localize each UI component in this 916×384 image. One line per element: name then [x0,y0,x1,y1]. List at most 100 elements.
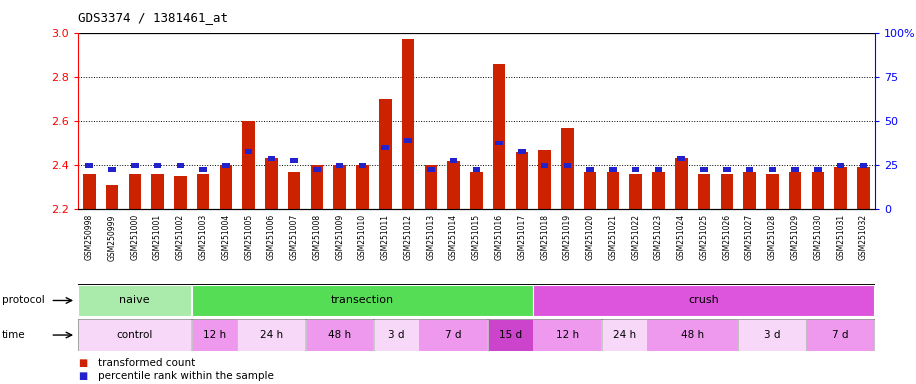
Bar [290,158,298,163]
FancyBboxPatch shape [420,319,487,351]
Text: protocol: protocol [2,295,45,306]
Bar [834,167,847,209]
Bar [131,163,138,167]
Bar [381,145,389,150]
Bar [379,99,391,209]
Bar [197,174,210,209]
FancyBboxPatch shape [306,319,374,351]
Bar [427,167,434,172]
FancyBboxPatch shape [374,319,419,351]
Text: GDS3374 / 1381461_at: GDS3374 / 1381461_at [78,12,228,25]
Text: transection: transection [331,295,394,306]
FancyBboxPatch shape [487,319,533,351]
Bar [473,167,480,172]
Bar [493,64,506,209]
Bar [562,127,573,209]
Bar [313,167,321,172]
Bar [265,159,278,209]
FancyBboxPatch shape [647,319,737,351]
Bar [424,165,437,209]
Text: 12 h: 12 h [203,330,226,340]
Bar [404,138,412,143]
FancyBboxPatch shape [533,319,601,351]
Text: time: time [2,330,26,340]
FancyBboxPatch shape [602,319,647,351]
Bar [675,159,688,209]
Text: transformed count: transformed count [98,358,195,368]
Text: 3 d: 3 d [388,330,405,340]
Bar [652,172,665,209]
Text: 15 d: 15 d [499,330,522,340]
Bar [151,174,164,209]
Bar [632,167,639,172]
Text: 7 d: 7 d [445,330,462,340]
Bar [200,167,207,172]
Bar [609,167,616,172]
FancyBboxPatch shape [78,284,875,317]
Bar [359,163,366,167]
Bar [518,149,526,154]
Bar [470,172,483,209]
Bar [450,158,457,163]
FancyBboxPatch shape [78,285,191,316]
FancyBboxPatch shape [191,319,237,351]
Bar [698,174,710,209]
FancyBboxPatch shape [806,319,875,351]
Bar [678,156,685,161]
Bar [814,167,822,172]
Bar [857,167,869,209]
Bar [267,156,275,161]
Bar [356,165,369,209]
Bar [311,165,323,209]
Bar [723,167,731,172]
Bar [516,152,529,209]
Text: percentile rank within the sample: percentile rank within the sample [98,371,274,381]
Bar [583,172,596,209]
Bar [447,161,460,209]
Text: crush: crush [689,295,719,306]
Bar [85,163,93,167]
Text: 48 h: 48 h [328,330,351,340]
Bar [563,163,572,167]
Bar [220,165,232,209]
Bar [105,185,118,209]
Bar [586,167,594,172]
Text: control: control [116,330,153,340]
Bar [629,174,642,209]
Text: 48 h: 48 h [682,330,704,340]
Bar [177,163,184,167]
Text: ■: ■ [78,358,87,368]
Bar [791,167,799,172]
Bar [245,149,253,154]
Bar [606,172,619,209]
Bar [539,150,551,209]
Text: naive: naive [119,295,150,306]
Text: ■: ■ [78,371,87,381]
Bar [700,167,708,172]
Bar [243,121,255,209]
Bar [540,163,549,167]
Bar [766,174,779,209]
Bar [336,163,344,167]
Bar [743,172,756,209]
Bar [746,167,753,172]
Bar [154,163,161,167]
Bar [812,172,824,209]
Bar [496,141,503,146]
Bar [128,174,141,209]
Text: 7 d: 7 d [833,330,849,340]
Text: 3 d: 3 d [764,330,780,340]
Bar [837,163,845,167]
Bar [174,176,187,209]
Bar [83,174,95,209]
FancyBboxPatch shape [78,319,875,351]
FancyBboxPatch shape [191,285,533,316]
Bar [769,167,776,172]
Bar [721,174,733,209]
Bar [655,167,662,172]
FancyBboxPatch shape [738,319,806,351]
Bar [402,39,414,209]
Bar [222,163,230,167]
Text: 12 h: 12 h [556,330,579,340]
FancyBboxPatch shape [533,285,875,316]
